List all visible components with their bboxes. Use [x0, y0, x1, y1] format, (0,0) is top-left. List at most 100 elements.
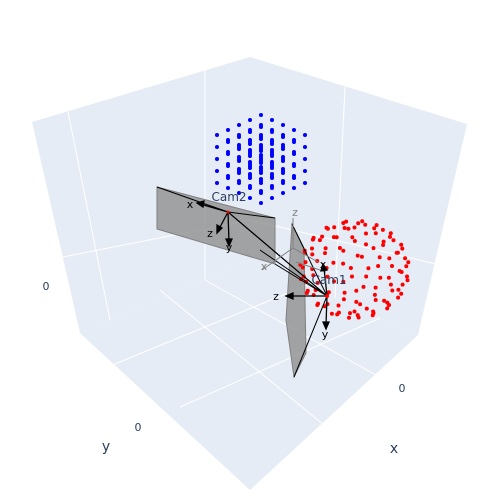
blue-point [303, 145, 307, 149]
blue-point [237, 123, 241, 127]
red-point [360, 219, 364, 223]
red-point [341, 249, 345, 253]
blue-point [226, 150, 230, 154]
red-point [358, 302, 362, 306]
blue-point [281, 167, 285, 171]
blue-point [270, 184, 274, 188]
cam2-axis-x: x [187, 198, 194, 211]
cam1-label: Cam1 [311, 273, 346, 287]
red-point [356, 221, 360, 225]
blue-point [226, 128, 230, 132]
red-point [350, 235, 354, 239]
blue-point [248, 128, 252, 132]
red-point [399, 292, 403, 296]
blue-point [259, 153, 263, 157]
blue-point [237, 133, 241, 137]
red-point [381, 228, 385, 232]
blue-point [248, 148, 252, 152]
blue-point [226, 138, 230, 142]
red-point [343, 291, 347, 295]
blue-point [215, 169, 219, 173]
x-axis-tick-0: 0 [399, 382, 406, 395]
blue-point [270, 196, 274, 200]
red-point [306, 289, 310, 293]
blue-point [292, 174, 296, 178]
red-point [399, 243, 403, 247]
red-point [304, 260, 308, 264]
red-point [350, 275, 354, 279]
blue-point [303, 133, 307, 137]
x-axis-title: x [390, 441, 398, 457]
red-point [403, 256, 407, 260]
red-point [378, 255, 382, 259]
red-point [385, 306, 389, 310]
red-point [374, 231, 378, 235]
red-point [354, 300, 358, 304]
cam2-label: Cam2 [211, 190, 246, 204]
red-point [331, 261, 335, 265]
red-point [366, 266, 370, 270]
red-point [325, 226, 329, 230]
blue-point [303, 181, 307, 185]
red-point [349, 266, 353, 270]
red-point [348, 311, 352, 315]
red-point [312, 236, 316, 240]
blue-point [248, 160, 252, 164]
red-point [392, 238, 396, 242]
red-point [374, 298, 378, 302]
red-point [356, 254, 360, 258]
red-point [387, 256, 391, 260]
red-point [390, 289, 394, 293]
red-point [320, 235, 324, 239]
red-point [310, 252, 314, 256]
red-point [332, 225, 336, 229]
blue-point [248, 196, 252, 200]
red-point [344, 220, 348, 224]
red-point [371, 313, 375, 317]
blue-point [215, 181, 219, 185]
red-point [389, 231, 393, 235]
red-point [390, 264, 394, 268]
blue-point [281, 133, 285, 137]
red-point [372, 246, 376, 250]
red-point [327, 290, 331, 294]
red-point [400, 247, 404, 251]
red-point [365, 307, 369, 311]
red-point [353, 239, 357, 243]
red-point [398, 269, 402, 273]
blue-point [270, 138, 274, 142]
cam2-axis-y: y [226, 241, 233, 254]
blue-point [270, 128, 274, 132]
red-point [360, 255, 364, 259]
red-point [401, 283, 405, 287]
blue-point [259, 201, 263, 205]
red-point [353, 310, 357, 314]
blue-point [259, 177, 263, 181]
blue-point [259, 165, 263, 169]
red-point [324, 246, 328, 250]
red-point [335, 235, 339, 239]
red-point [404, 264, 408, 268]
red-point [347, 316, 351, 320]
red-point [406, 278, 410, 282]
red-point [337, 304, 341, 308]
red-point [356, 313, 360, 317]
red-point [376, 264, 380, 268]
ghost-axis-label-x: x [261, 260, 268, 273]
blue-point [237, 167, 241, 171]
blue-point [281, 143, 285, 147]
blue-point [270, 160, 274, 164]
red-point [330, 312, 334, 316]
red-point [362, 285, 366, 289]
blue-point [303, 169, 307, 173]
blue-point [292, 138, 296, 142]
blue-point [248, 118, 252, 122]
red-point [396, 251, 400, 255]
red-point [354, 289, 358, 293]
red-point [310, 247, 314, 251]
cam1-axis-z: z [273, 290, 279, 303]
blue-point [281, 191, 285, 195]
red-point [363, 223, 367, 227]
red-point [381, 243, 385, 247]
